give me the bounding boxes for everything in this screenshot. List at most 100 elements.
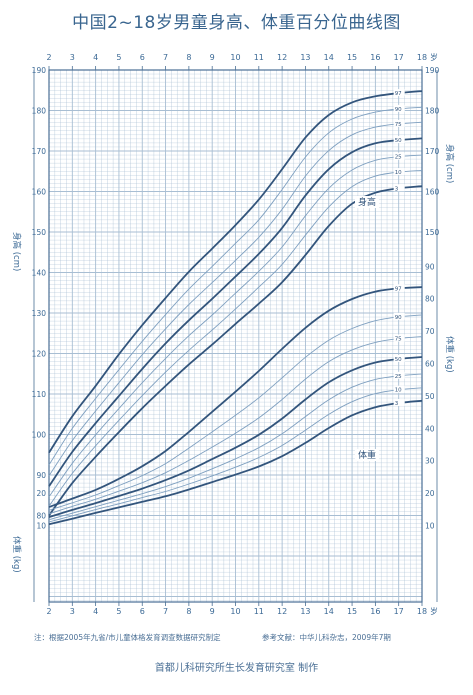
x-tick-label-bottom: 7: [163, 607, 168, 616]
height-tick-label-right: 190: [425, 66, 440, 75]
x-tick-label-bottom: 4: [93, 607, 98, 616]
weight-curve-label-p50: 50: [395, 357, 402, 363]
x-tick-label-bottom: 17: [394, 607, 404, 616]
x-tick-label-bottom: 11: [254, 607, 264, 616]
grid: [48, 69, 423, 602]
x-tick-label-top: 12: [277, 53, 287, 62]
height-curves: 97 90 75 50 25 10 3 身高: [48, 89, 423, 517]
weight-curve-p10: [48, 387, 423, 523]
height-curve-label-bg: [393, 136, 405, 144]
x-tick-label-bottom: 18: [417, 607, 427, 616]
x-tick-label-top: 14: [324, 53, 334, 62]
weight-axis-label-right: 体重 (kg): [444, 336, 455, 373]
height-curve-p75: [48, 121, 423, 477]
height-curve-label-bg: [393, 119, 405, 127]
weight-curve-p97: [48, 286, 423, 508]
weight-tick-label-right: 70: [425, 327, 435, 336]
height-curve-label-bg: [393, 104, 405, 112]
source-note: 注：根据2005年九省/市儿童体格发育调查数据研究制定: [34, 633, 221, 642]
weight-curve-p25: [48, 373, 423, 521]
x-tick-label-top: 3: [70, 53, 75, 62]
x-tick-label-top: 9: [210, 53, 215, 62]
weight-curves-name: 体重: [358, 449, 376, 461]
height-curve-p50: [48, 137, 423, 487]
weight-curve-label-bg: [393, 371, 405, 379]
x-tick-label-top: 7: [163, 53, 168, 62]
weight-curve-label-bg: [393, 312, 405, 320]
weight-curve-label-p97: 97: [395, 286, 402, 292]
weight-axis-label-left: 体重 (kg): [11, 536, 22, 573]
weight-tick-label-left: 10: [36, 522, 46, 531]
height-tick-label-left: 80: [36, 512, 46, 521]
height-tick-label-left: 100: [32, 431, 47, 440]
height-curves-name: 身高: [358, 196, 376, 208]
x-tick-label-top: 2: [46, 53, 51, 62]
weight-curve-label-p25: 25: [395, 374, 402, 380]
weight-curve-label-p75: 75: [395, 337, 402, 343]
weight-curves: 97 90 75 50 25 10 3 体重: [48, 284, 423, 526]
chart-title: 中国2~18岁男童身高、体重百分位曲线图: [72, 13, 401, 33]
weight-tick-label-right: 50: [425, 392, 435, 401]
height-curve-label-p10: 10: [395, 170, 402, 176]
height-curve-label-p3: 3: [395, 186, 399, 192]
height-curve-label-bg: [393, 89, 405, 97]
weight-curve-label-p90: 90: [395, 315, 402, 321]
height-tick-label-left: 160: [32, 188, 47, 197]
x-tick-label-top: 4: [93, 53, 98, 62]
x-tick-label-bottom: 9: [210, 607, 215, 616]
height-curve-label-p90: 90: [395, 107, 402, 113]
height-curve-p97: [48, 90, 423, 454]
x-tick-label-bottom: 14: [324, 607, 334, 616]
height-tick-label-left: 150: [32, 228, 47, 237]
height-curve-label-bg: [393, 152, 405, 160]
x-tick-label-bottom: 12: [277, 607, 287, 616]
height-curve-label-p25: 25: [395, 155, 402, 161]
x-tick-label-bottom: 15: [347, 607, 357, 616]
height-tick-label-left: 140: [32, 269, 47, 278]
height-tick-label-right: 160: [425, 188, 440, 197]
x-tick-label-top: 5: [116, 53, 121, 62]
reference-note: 参考文献：中华儿科杂志，2009年7期: [262, 633, 391, 642]
weight-curve-label-bg: [393, 385, 405, 393]
x-tick-label-top: 11: [254, 53, 264, 62]
x-tick-label-bottom: 3: [70, 607, 75, 616]
height-curve-p90: [48, 106, 423, 466]
axis-ticks: 2 2 3 3 4 4 5 5 6 6 7 7 8 8 9 9 10 10 11 11 12 12 13 13 14 14 15 15…: [32, 52, 440, 616]
x-tick-label-top: 8: [186, 53, 191, 62]
weight-curve-label-bg: [393, 334, 405, 342]
height-tick-label-left: 190: [32, 66, 47, 75]
height-curve-label-bg: [393, 184, 405, 192]
height-axis-label-right: 身高 (cm): [444, 144, 455, 183]
credit-line: 首都儿科研究所生长发育研究室 制作: [154, 663, 319, 674]
height-tick-label-right: 170: [425, 147, 440, 156]
weight-curve-label-p10: 10: [395, 388, 402, 394]
x-tick-label-bottom: 16: [370, 607, 380, 616]
weight-tick-label-right: 30: [425, 457, 435, 466]
x-tick-label-top: 6: [140, 53, 145, 62]
axis-labels: 身高 (cm) 身高 (cm) 体重 (kg) 体重 (kg): [11, 144, 455, 573]
height-tick-label-left: 170: [32, 147, 47, 156]
height-axis-label-left: 身高 (cm): [11, 232, 22, 271]
x-tick-label-top: 17: [394, 53, 404, 62]
weight-tick-label-right: 80: [425, 295, 435, 304]
weight-curve-label-bg: [393, 354, 405, 362]
weight-tick-label-right: 40: [425, 424, 435, 433]
x-tick-label-bottom: 5: [116, 607, 121, 616]
x-tick-label-top: 13: [300, 53, 310, 62]
weight-name-bg: [355, 449, 379, 461]
weight-tick-label-left: 20: [36, 489, 46, 498]
weight-curve-label-p3: 3: [395, 401, 399, 407]
height-tick-label-left: 110: [32, 390, 47, 399]
x-tick-label-top: 18: [417, 53, 427, 62]
height-curve-label-p50: 50: [395, 138, 402, 144]
height-curve-p25: [48, 154, 423, 498]
weight-tick-label-right: 20: [425, 489, 435, 498]
x-tick-label-bottom: 2: [46, 607, 51, 616]
height-tick-label-left: 180: [32, 107, 47, 116]
weight-tick-label-right: 60: [425, 360, 435, 369]
x-axis-unit-bottom: 岁: [430, 606, 438, 616]
x-axis-unit-top: 岁: [430, 52, 438, 62]
x-tick-label-top: 16: [370, 53, 380, 62]
x-tick-label-top: 15: [347, 53, 357, 62]
